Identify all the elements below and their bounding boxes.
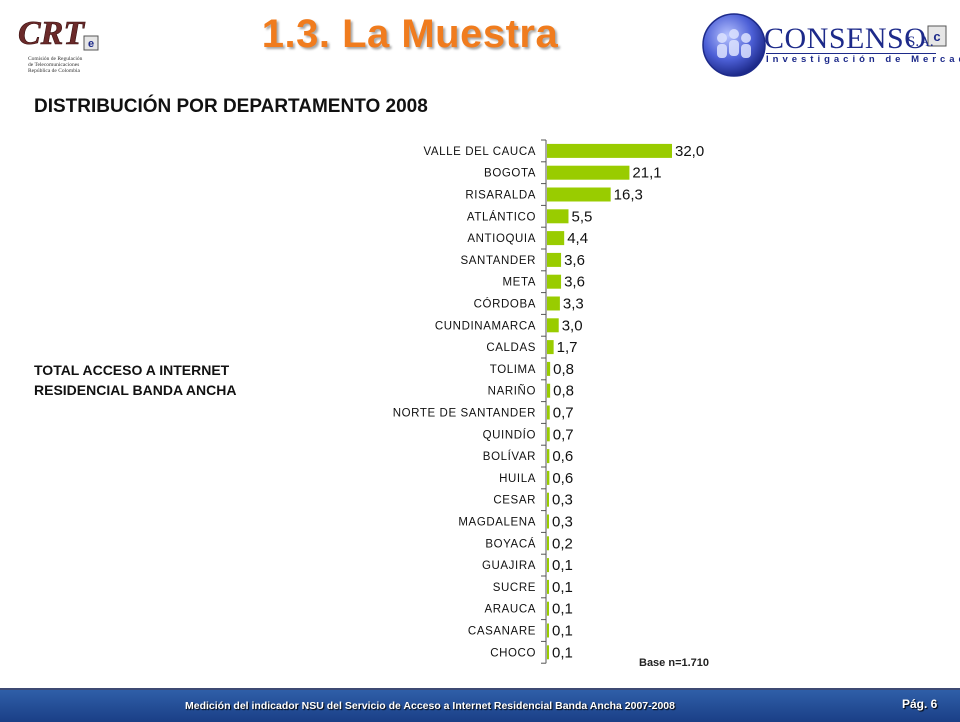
value-label: 1,7	[557, 339, 578, 356]
value-label: 0,2	[552, 535, 573, 552]
page-title: 1.3. La Muestra	[261, 12, 559, 56]
bar	[547, 296, 560, 311]
side-label-line: TOTAL ACCESO A INTERNET	[34, 362, 230, 378]
value-label: 21,1	[632, 165, 661, 182]
page-number: Pág. 6	[902, 697, 938, 711]
value-label: 3,6	[564, 252, 585, 269]
category-label: BOYACÁ	[485, 537, 536, 550]
value-label: 0,7	[553, 426, 574, 443]
bar	[547, 405, 550, 420]
bar	[547, 361, 551, 376]
value-label: 0,7	[553, 405, 574, 422]
bar	[547, 558, 549, 573]
category-label: SANTANDER	[461, 255, 536, 267]
crt-logo: CRT e	[18, 15, 99, 52]
category-label: CÓRDOBA	[474, 298, 536, 311]
category-label: VALLE DEL CAUCA	[423, 146, 536, 158]
value-label: 4,4	[567, 230, 588, 247]
category-label: ATLÁNTICO	[467, 210, 536, 223]
category-label: NORTE DE SANTANDER	[393, 408, 536, 420]
base-note: Base n=1.710	[639, 657, 710, 669]
category-label: CALDAS	[486, 342, 536, 354]
category-label: MAGDALENA	[458, 517, 536, 529]
consenso-logo: c	[702, 13, 947, 77]
side-label-line: RESIDENCIAL BANDA ANCHA	[34, 382, 237, 398]
category-label: NARIÑO	[488, 385, 536, 398]
bar	[547, 579, 549, 594]
bar	[547, 427, 550, 442]
value-label: 0,8	[553, 361, 574, 378]
bar	[547, 601, 549, 616]
crt-badge: e	[88, 38, 94, 50]
value-label: 3,0	[562, 317, 583, 334]
category-label: TOLIMA	[490, 364, 536, 376]
crt-caption: Comisión de Regulación de Telecomunicaci…	[28, 56, 100, 74]
bar	[547, 383, 551, 398]
category-label: CHOCO	[490, 647, 536, 659]
bar	[547, 340, 554, 355]
value-label: 16,3	[614, 187, 643, 204]
category-label: BOGOTA	[484, 168, 536, 180]
bar	[547, 231, 565, 246]
value-label: 0,1	[552, 623, 573, 640]
category-label: BOLÍVAR	[483, 450, 536, 463]
category-label: HUILA	[499, 473, 536, 485]
value-label: 5,5	[571, 208, 592, 225]
bar	[547, 492, 549, 507]
svg-text:c: c	[933, 29, 940, 44]
category-label: META	[503, 277, 537, 289]
category-label: ARAUCA	[484, 604, 536, 616]
chart-subtitle: DISTRIBUCIÓN POR DEPARTAMENTO 2008	[34, 96, 428, 117]
footer-text: Medición del indicador NSU del Servicio …	[185, 700, 675, 712]
category-label: RISARALDA	[465, 190, 536, 202]
value-label: 0,3	[552, 492, 573, 509]
bar	[547, 143, 672, 158]
crt-caption-line: República de Colombia	[28, 68, 80, 74]
side-label: TOTAL ACCESO A INTERNET RESIDENCIAL BAND…	[34, 360, 237, 400]
bar	[547, 470, 550, 485]
bar	[547, 187, 611, 202]
bar	[547, 514, 549, 529]
value-label: 0,3	[552, 514, 573, 531]
consenso-tagline: Investigación de Mercados	[766, 54, 960, 65]
bar	[547, 252, 562, 267]
value-label: 0,1	[552, 557, 573, 574]
footer-bar	[0, 688, 960, 722]
crt-caption-line: de Telecomunicaciones	[28, 62, 80, 68]
value-label: 0,6	[552, 448, 573, 465]
bar-chart: VALLE DEL CAUCA 32,0 BOGOTA 21,1 RISARALDA 16…	[380, 138, 780, 678]
bar	[547, 209, 569, 224]
value-label: 0,1	[552, 644, 573, 661]
bar	[547, 536, 549, 551]
bar	[547, 449, 550, 464]
bar-chart-svg: VALLE DEL CAUCA 32,0 BOGOTA 21,1 RISARALDA 16…	[393, 139, 704, 664]
crt-caption-line: Comisión de Regulación	[28, 56, 83, 62]
category-label: QUINDÍO	[483, 428, 536, 441]
category-label: CASANARE	[468, 626, 536, 638]
value-label: 0,1	[552, 601, 573, 618]
category-label: SUCRE	[493, 582, 536, 594]
value-label: 0,8	[553, 383, 574, 400]
category-label: CUNDINAMARCA	[435, 320, 536, 332]
bar	[547, 623, 549, 638]
consenso-sa: S.A.	[907, 34, 934, 50]
value-label: 0,6	[552, 470, 573, 487]
crt-logo-text: CRT	[18, 15, 85, 52]
value-label: 0,1	[552, 579, 573, 596]
category-label: ANTIOQUIA	[467, 233, 536, 245]
value-label: 3,3	[563, 296, 584, 313]
bar	[547, 165, 630, 180]
bar	[547, 318, 559, 333]
category-label: CESAR	[493, 495, 536, 507]
bar	[547, 274, 562, 289]
value-label: 3,6	[564, 274, 585, 291]
category-label: GUAJIRA	[482, 560, 536, 572]
consenso-name: CONSENSO	[764, 22, 927, 55]
value-label: 32,0	[675, 143, 704, 160]
bar	[547, 645, 549, 660]
